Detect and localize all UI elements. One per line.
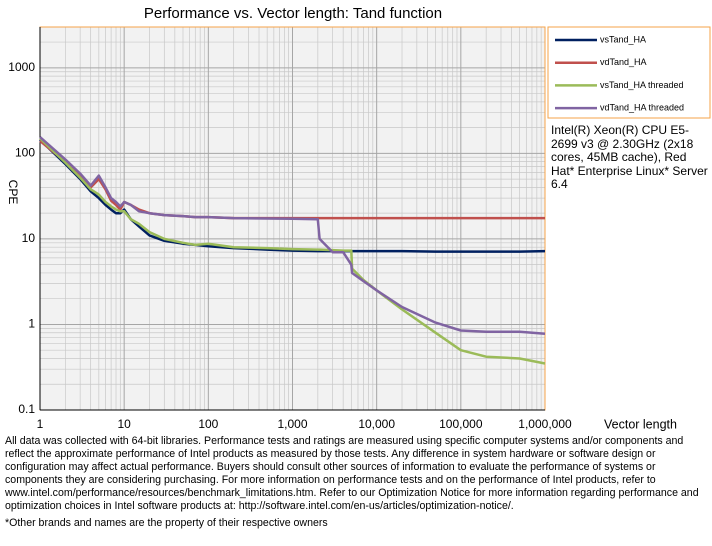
x-tick-label: 100,000	[439, 417, 483, 431]
x-tick-label: 1	[37, 417, 44, 431]
x-tick-label: 1,000	[277, 417, 307, 431]
x-tick-label: 10	[117, 417, 131, 431]
y-tick-label: 1000	[8, 60, 35, 74]
x-axis-label: Vector length	[604, 417, 677, 431]
y-tick-label: 0.1	[18, 402, 35, 416]
footer: All data was collected with 64-bit libra…	[5, 435, 699, 512]
x-tick-label: 1,000,000	[518, 417, 572, 431]
y-tick-label: 1	[28, 317, 35, 331]
series-line	[39, 138, 546, 253]
y-tick-label: 100	[15, 146, 35, 160]
legend-box	[547, 26, 711, 119]
chart-title: Performance vs. Vector length: Tand func…	[144, 5, 442, 22]
x-tick-label: 100	[198, 417, 218, 431]
annotation: Intel(R) Xeon(R) CPU E5-2699 v3 @ 2.30GH…	[551, 123, 708, 191]
legend-label: vsTand_HA	[600, 34, 646, 44]
legend-label: vsTand_HA threaded	[600, 80, 684, 90]
series-line	[39, 136, 546, 335]
y-tick-label: 10	[22, 231, 36, 245]
chart: Performance vs. Vector length: Tand func…	[6, 5, 711, 431]
x-tick-label: 10,000	[358, 417, 395, 431]
footnote: *Other brands and names are the property…	[5, 517, 328, 529]
y-axis-label: CPE	[6, 180, 20, 205]
legend-label: vdTand_HA	[600, 57, 647, 67]
legend-label: vdTand_HA threaded	[600, 102, 684, 112]
